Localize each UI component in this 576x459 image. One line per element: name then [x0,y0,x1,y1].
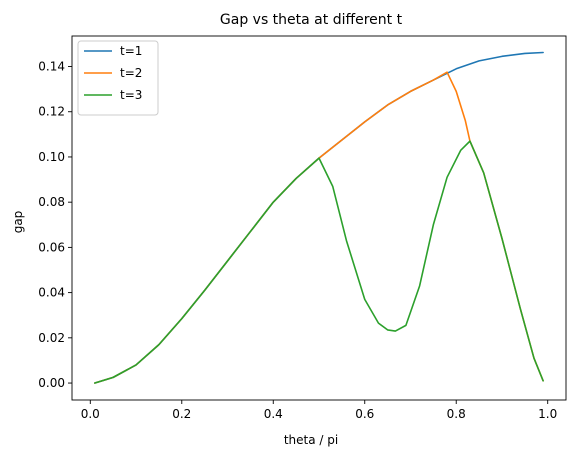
y-tick-label: 0.10 [38,150,65,164]
chart-title: Gap vs theta at different t [220,12,403,28]
y-tick-label: 0.02 [38,331,65,345]
legend-label-3: t=3 [120,88,142,102]
legend-label-1: t=1 [120,44,142,58]
series-line-3 [94,140,544,384]
x-tick-label: 0.8 [447,407,466,421]
x-tick-label: 0.6 [355,407,374,421]
y-tick-label: 0.04 [38,286,65,300]
y-tick-label: 0.06 [38,240,65,254]
y-tick-label: 0.00 [38,376,65,390]
y-tick-label: 0.12 [38,105,65,119]
x-tick-label: 0.2 [172,407,191,421]
x-axis-label: theta / pi [284,433,338,447]
y-tick-label: 0.08 [38,195,65,209]
x-tick-label: 0.4 [264,407,283,421]
legend-label-2: t=2 [120,66,142,80]
x-tick-label: 0.0 [81,407,100,421]
axes-frame [71,35,567,401]
legend-box [77,40,159,116]
plot-area: 0.0 0.2 0.4 0.6 0.8 1.0 0.00 0.02 0.04 0.06 0.08 0.… [38,35,567,421]
y-axis-label: gap [11,211,25,234]
y-tick-label: 0.14 [38,60,65,74]
legend: t=1 t=2 t=3 [77,40,159,116]
x-tick-label: 1.0 [538,407,557,421]
